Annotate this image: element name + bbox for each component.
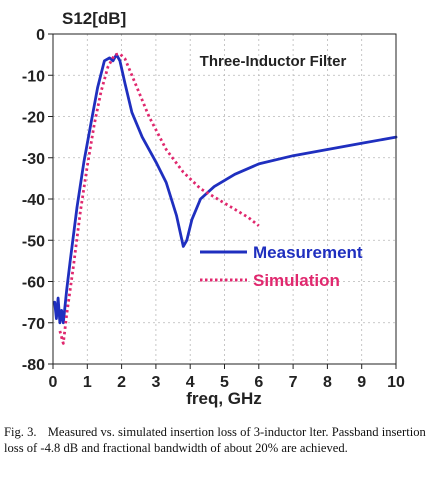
series-lines [53, 52, 398, 345]
y-tick-label: 0 [36, 27, 45, 44]
y-tick-label: -10 [22, 68, 45, 85]
y-axis-ticks: 0 -10 -20 -30 -40 -50 -60 -70 -80 [22, 27, 53, 374]
figure-caption: Fig. 3. Measured vs. simulated insertion… [4, 424, 428, 456]
y-tick-label: -20 [22, 110, 45, 127]
y-tick-label: -80 [22, 357, 45, 374]
y-tick-label: -50 [22, 233, 45, 250]
x-tick-label: 10 [387, 374, 405, 391]
x-axis-label: freq, GHz [186, 389, 262, 408]
x-tick-label: 4 [186, 374, 195, 391]
series-line-simulation [58, 52, 260, 345]
legend: Measurement Simulation [200, 243, 363, 290]
chart-title: Three-Inductor Filter [200, 53, 347, 70]
caption-text: Measured vs. simulated insertion loss of… [4, 425, 426, 455]
x-tick-label: 9 [357, 374, 366, 391]
x-tick-label: 1 [83, 374, 92, 391]
y-tick-label: -70 [22, 316, 45, 333]
x-tick-label: 2 [117, 374, 126, 391]
y-tick-label: -60 [22, 275, 45, 292]
y-tick-label: -30 [22, 151, 45, 168]
legend-label-measurement: Measurement [253, 243, 363, 262]
y-axis-label: S12[dB] [62, 9, 126, 28]
legend-label-simulation: Simulation [253, 271, 340, 290]
series-line-measurement [53, 53, 398, 325]
x-tick-label: 5 [220, 374, 229, 391]
x-tick-label: 8 [323, 374, 332, 391]
x-tick-label: 3 [151, 374, 160, 391]
x-tick-label: 7 [289, 374, 298, 391]
x-tick-label: 0 [49, 374, 58, 391]
caption-label: Fig. 3. [4, 425, 37, 439]
y-tick-label: -40 [22, 192, 45, 209]
x-tick-label: 6 [254, 374, 263, 391]
x-axis-ticks: 0 1 2 3 4 5 6 7 8 9 10 [49, 364, 405, 391]
